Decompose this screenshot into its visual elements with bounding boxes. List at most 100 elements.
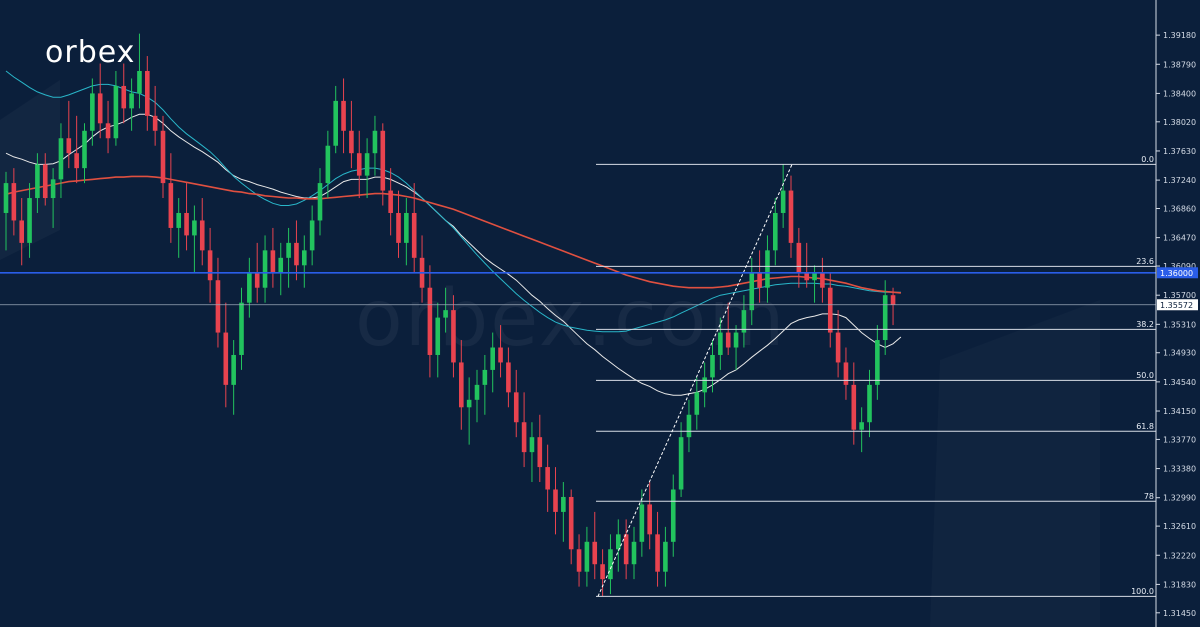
candle-body bbox=[404, 212, 409, 243]
orbex-logo: orbex bbox=[45, 35, 134, 70]
candle-body bbox=[11, 183, 17, 221]
candle bbox=[35, 153, 40, 213]
candle-body bbox=[239, 302, 244, 355]
candle bbox=[364, 138, 370, 199]
candle bbox=[804, 242, 809, 288]
candle-body bbox=[725, 332, 731, 348]
candle-body bbox=[553, 489, 558, 512]
candle-body bbox=[576, 549, 582, 572]
candle bbox=[796, 227, 802, 288]
candle bbox=[90, 78, 95, 146]
candle bbox=[427, 265, 433, 378]
candle-body bbox=[443, 310, 448, 318]
fib-level-label: 23.6 bbox=[1136, 257, 1154, 266]
axis-tick-label: 1.36090 bbox=[1163, 262, 1196, 271]
candle-body bbox=[608, 549, 613, 580]
candle-body bbox=[42, 164, 48, 199]
candle bbox=[66, 100, 72, 169]
candle-body bbox=[529, 437, 535, 453]
candle bbox=[137, 33, 142, 109]
candle-body bbox=[561, 496, 566, 512]
candle-body bbox=[616, 534, 621, 550]
candle bbox=[529, 422, 535, 483]
fib-level-label: 78 bbox=[1144, 492, 1154, 501]
candle bbox=[545, 444, 550, 512]
axis-tick-label: 1.37240 bbox=[1163, 176, 1196, 185]
candle bbox=[50, 168, 56, 228]
fib-trend-line bbox=[597, 164, 793, 597]
candle bbox=[875, 325, 880, 400]
candle-body bbox=[796, 242, 802, 273]
fibonacci-retracement: 0.0 23.6 38.2 50.0 61.8 78 100.0 bbox=[596, 155, 1156, 597]
candle-body bbox=[286, 242, 291, 258]
candle bbox=[404, 198, 409, 266]
candle bbox=[302, 235, 307, 288]
candle bbox=[812, 265, 817, 303]
candle-body bbox=[121, 85, 127, 109]
candle bbox=[121, 63, 127, 124]
candle bbox=[647, 482, 652, 550]
candle bbox=[686, 399, 692, 453]
candle-body bbox=[152, 115, 158, 131]
candle-body bbox=[58, 138, 64, 180]
candle bbox=[97, 63, 103, 139]
candle-body bbox=[647, 504, 652, 535]
candle bbox=[498, 325, 503, 378]
candle bbox=[733, 325, 739, 370]
candle bbox=[521, 392, 527, 468]
candle bbox=[168, 153, 174, 243]
candle bbox=[309, 205, 315, 266]
candle-body bbox=[459, 362, 464, 408]
candle-body bbox=[176, 212, 181, 228]
axis-tick-label: 1.31830 bbox=[1163, 580, 1196, 589]
candle-body bbox=[184, 212, 189, 236]
axis-tick-label: 1.32990 bbox=[1163, 494, 1196, 503]
candle-body bbox=[294, 242, 299, 266]
candle bbox=[623, 519, 629, 580]
candle-body bbox=[498, 347, 503, 363]
candle-body bbox=[835, 332, 841, 363]
candle-body bbox=[827, 287, 833, 333]
candle-body bbox=[262, 250, 268, 288]
candle bbox=[270, 227, 276, 288]
axis-tick-label: 1.32220 bbox=[1163, 551, 1196, 560]
candle-body bbox=[82, 130, 87, 169]
price-axis: 1.39180 1.38790 1.38400 1.38020 1.37630 1.372… bbox=[1156, 31, 1196, 618]
candle-body bbox=[50, 179, 56, 199]
candle-body bbox=[388, 190, 393, 213]
candle-body bbox=[670, 489, 676, 542]
candle bbox=[380, 123, 386, 206]
candle-body bbox=[168, 183, 174, 228]
candle bbox=[780, 164, 786, 228]
candle bbox=[663, 526, 668, 587]
candle bbox=[820, 257, 825, 303]
candle-body bbox=[513, 392, 519, 423]
level-price-tag bbox=[1157, 267, 1198, 279]
current-price-tag-label: 1.35572 bbox=[1160, 301, 1193, 310]
candle-body bbox=[521, 422, 527, 453]
candle-body bbox=[270, 250, 276, 273]
candle-body bbox=[867, 384, 872, 423]
candle-body bbox=[317, 183, 323, 221]
candles bbox=[3, 33, 896, 597]
axis-tick-label: 1.39180 bbox=[1163, 31, 1196, 40]
candle-body bbox=[380, 130, 386, 191]
candle-body bbox=[851, 384, 857, 430]
axis-tick-label: 1.33380 bbox=[1163, 465, 1196, 474]
candle bbox=[757, 250, 762, 303]
candle-body bbox=[859, 422, 864, 430]
candle-body bbox=[97, 93, 103, 124]
candle bbox=[325, 130, 331, 199]
candle bbox=[513, 369, 519, 438]
candle-body bbox=[804, 272, 809, 281]
fib-level-label: 38.2 bbox=[1136, 320, 1154, 329]
candle-body bbox=[466, 399, 472, 408]
candle-body bbox=[890, 295, 896, 305]
candle-body bbox=[655, 534, 660, 572]
candle bbox=[411, 183, 417, 273]
candle-body bbox=[325, 145, 331, 184]
candle bbox=[773, 198, 778, 266]
fib-level-label: 100.0 bbox=[1131, 587, 1154, 596]
